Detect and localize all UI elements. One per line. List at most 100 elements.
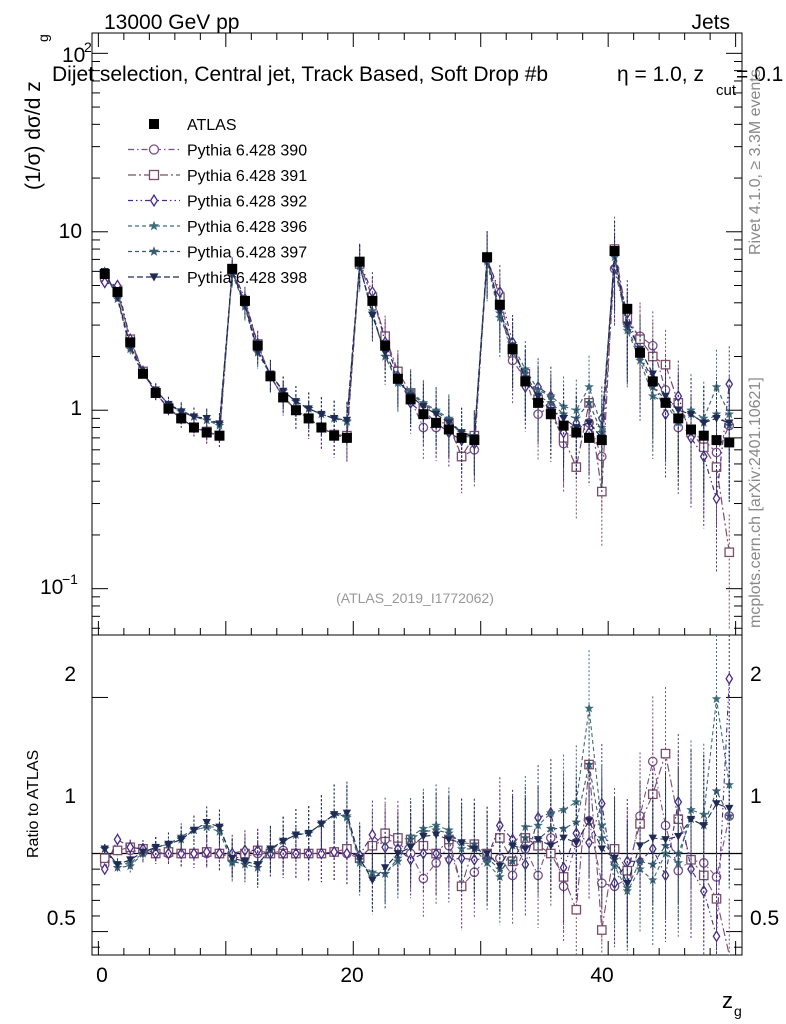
data-point bbox=[189, 413, 199, 421]
x-axis-label-sub: g bbox=[734, 1003, 742, 1019]
ratio-y-tick-labels-right: 2 1 0.5 bbox=[750, 663, 779, 930]
data-point bbox=[125, 337, 136, 348]
data-point bbox=[545, 409, 556, 420]
ratio-point bbox=[571, 817, 582, 827]
data-point bbox=[584, 432, 595, 443]
data-point bbox=[712, 415, 721, 423]
ratio-point bbox=[342, 847, 351, 860]
ratio-point bbox=[304, 829, 313, 838]
data-point bbox=[724, 547, 735, 558]
axis-ticks bbox=[92, 33, 742, 955]
top-y-axis-label: (1/σ) dσ/d z g bbox=[22, 34, 51, 190]
data-point bbox=[482, 252, 493, 263]
ratio-point bbox=[215, 823, 224, 832]
ratio-point bbox=[419, 833, 428, 841]
legend-marker bbox=[148, 246, 160, 256]
ratio-point bbox=[711, 694, 722, 704]
ratio-point bbox=[712, 800, 721, 808]
data-point bbox=[520, 376, 531, 387]
ratio-line bbox=[104, 764, 730, 890]
legend-label: Pythia 6.428 391 bbox=[187, 168, 307, 185]
ratio-point bbox=[215, 847, 224, 860]
ratio-point bbox=[113, 861, 122, 869]
ratio-point bbox=[177, 836, 186, 844]
legend-label: Pythia 6.428 390 bbox=[187, 143, 307, 160]
ratio-tick-left-2: 2 bbox=[64, 663, 76, 686]
data-point bbox=[724, 437, 735, 448]
legend-label: Pythia 6.428 392 bbox=[187, 194, 307, 211]
ratio-point bbox=[546, 842, 556, 850]
ratio-series bbox=[99, 635, 735, 956]
mcplots-label: mcplots.cern.ch [arXiv:2401.10621] bbox=[747, 377, 764, 628]
ratio-point bbox=[406, 843, 415, 852]
ratio-point bbox=[699, 809, 709, 819]
ratio-point bbox=[597, 820, 607, 830]
ratio-tick-right-05: 0.5 bbox=[750, 907, 779, 930]
data-point bbox=[469, 435, 480, 446]
data-point bbox=[405, 394, 416, 405]
legend-item: ATLAS bbox=[149, 117, 237, 134]
ratio-point bbox=[317, 820, 326, 829]
legend-label: Pythia 6.428 397 bbox=[187, 245, 307, 262]
ratio-point bbox=[202, 845, 211, 859]
data-series bbox=[99, 216, 735, 629]
data-point bbox=[354, 256, 365, 267]
data-point bbox=[443, 424, 454, 435]
data-point bbox=[622, 303, 633, 314]
ratio-point bbox=[711, 786, 722, 796]
ratio-line bbox=[104, 802, 730, 885]
legend-item: Pythia 6.428 396 bbox=[128, 219, 307, 236]
data-point bbox=[520, 368, 531, 378]
top-y-tick-100-base: 10 bbox=[62, 44, 85, 67]
legend-label: ATLAS bbox=[187, 117, 237, 134]
ratio-point bbox=[368, 876, 377, 885]
legend-marker bbox=[148, 169, 160, 181]
ratio-point bbox=[725, 672, 734, 685]
ratio-point bbox=[521, 845, 530, 854]
ratio-point bbox=[635, 856, 645, 866]
ratio-point bbox=[393, 850, 403, 858]
data-point bbox=[202, 415, 211, 423]
top-y-tick-labels: 10 2 10 1 10 −1 bbox=[40, 39, 92, 599]
data-point bbox=[686, 424, 697, 435]
data-point bbox=[648, 370, 657, 378]
x-tick-labels: 0 20 40 bbox=[96, 964, 614, 987]
ratio-tick-right-2: 2 bbox=[750, 663, 762, 686]
data-point bbox=[648, 381, 658, 391]
ratio-point bbox=[482, 850, 492, 858]
data-point bbox=[673, 413, 684, 424]
data-point bbox=[278, 392, 289, 403]
ratio-point bbox=[227, 854, 237, 863]
data-point bbox=[316, 422, 327, 433]
ratio-point bbox=[126, 856, 135, 864]
data-point bbox=[290, 405, 301, 416]
ratio-point bbox=[495, 862, 505, 871]
legend-item: Pythia 6.428 397 bbox=[128, 245, 307, 262]
ratio-point bbox=[202, 818, 211, 827]
top-y-tick-10: 10 bbox=[59, 220, 82, 243]
ratio-point bbox=[674, 833, 683, 841]
data-point bbox=[533, 384, 543, 394]
data-point bbox=[674, 406, 683, 415]
data-point bbox=[661, 392, 670, 401]
data-point bbox=[252, 340, 263, 351]
ratio-point bbox=[177, 847, 186, 860]
ratio-point bbox=[266, 845, 275, 854]
ratio-point bbox=[661, 836, 670, 844]
legend-marker bbox=[149, 273, 159, 282]
legend-item: Pythia 6.428 398 bbox=[128, 270, 307, 287]
data-point bbox=[239, 295, 250, 306]
data-point bbox=[150, 387, 161, 398]
legend-item: Pythia 6.428 390 bbox=[128, 143, 307, 160]
ratio-point bbox=[686, 804, 696, 814]
ratio-point bbox=[572, 839, 581, 847]
data-point bbox=[392, 373, 403, 384]
ratio-point bbox=[151, 843, 160, 852]
ratio-point bbox=[457, 839, 466, 847]
data-point bbox=[163, 403, 174, 414]
data-point bbox=[623, 321, 632, 330]
data-point bbox=[176, 413, 187, 424]
ratio-point bbox=[712, 930, 721, 943]
ratio-point bbox=[596, 925, 607, 935]
